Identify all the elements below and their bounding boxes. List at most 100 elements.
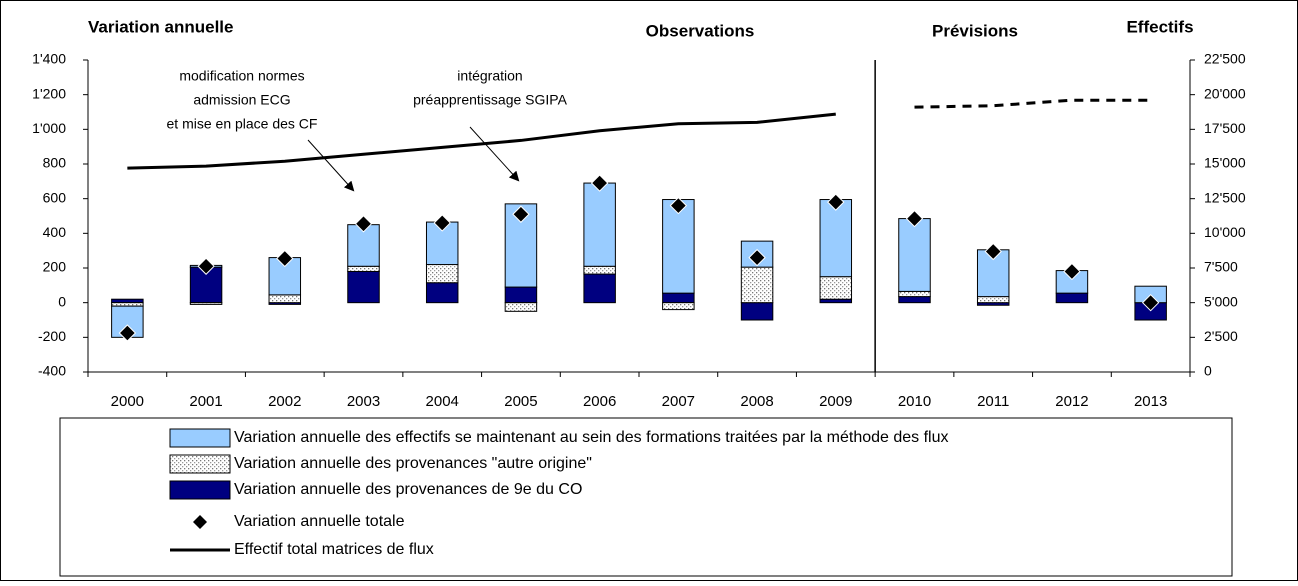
y2-tick-label: 7'500 bbox=[1204, 259, 1238, 275]
bar-segment bbox=[898, 296, 931, 304]
bar-segment bbox=[268, 257, 302, 296]
legend-label: Variation annuelle des effectifs se main… bbox=[234, 429, 949, 446]
section-label: Observations bbox=[646, 21, 755, 40]
bar-segment bbox=[189, 266, 223, 304]
left-header: Variation annuelle bbox=[88, 17, 234, 36]
x-tick-label: 2009 bbox=[819, 393, 852, 410]
x-tick-label: 2003 bbox=[347, 393, 380, 410]
diamond-marker bbox=[354, 215, 373, 233]
legend-label: Variation annuelle des provenances "autr… bbox=[234, 455, 592, 472]
y-tick-label: -200 bbox=[38, 328, 66, 344]
y2-tick-label: 20'000 bbox=[1204, 85, 1246, 101]
annotation: préapprentissage SGIPA bbox=[413, 92, 567, 108]
diamond-marker bbox=[433, 214, 451, 232]
y-tick-label: 600 bbox=[43, 189, 67, 205]
diamond-marker bbox=[118, 324, 137, 342]
bar-segment bbox=[976, 296, 1010, 304]
bar-segment bbox=[898, 218, 931, 292]
legend-swatch bbox=[193, 515, 207, 529]
y-tick-label: 800 bbox=[43, 155, 67, 171]
y2-tick-label: 0 bbox=[1204, 363, 1212, 379]
y-tick-label: -400 bbox=[38, 363, 66, 379]
legend-swatch bbox=[169, 480, 231, 500]
line-forecast bbox=[914, 98, 1151, 109]
x-tick-label: 2007 bbox=[662, 393, 695, 410]
x-tick-label: 2005 bbox=[504, 393, 537, 410]
y2-tick-label: 5'000 bbox=[1204, 293, 1238, 309]
bar-segment bbox=[504, 302, 538, 312]
diamond-marker bbox=[590, 174, 609, 192]
legend-label: Variation annuelle des provenances de 9e… bbox=[234, 481, 582, 498]
diamond-marker bbox=[1063, 262, 1081, 281]
x-tick-label: 2004 bbox=[426, 393, 459, 410]
legend-swatch bbox=[169, 454, 231, 474]
line-observed bbox=[127, 112, 836, 170]
legend-box bbox=[59, 417, 1233, 577]
bar-segment bbox=[111, 298, 144, 304]
bar-segment bbox=[662, 292, 695, 304]
y-tick-label: 0 bbox=[58, 293, 66, 309]
y2-tick-label: 15'000 bbox=[1204, 155, 1246, 171]
bar-segment bbox=[662, 199, 695, 294]
bar-segment bbox=[819, 298, 853, 304]
bar-segment bbox=[583, 273, 616, 304]
diamond-marker bbox=[748, 248, 766, 267]
bar-segment bbox=[1055, 292, 1089, 304]
x-tick-label: 2000 bbox=[111, 393, 144, 410]
legend-swatch bbox=[169, 428, 231, 448]
y-tick-label: 400 bbox=[43, 224, 67, 240]
bar-segment bbox=[740, 266, 774, 304]
bar-segment bbox=[347, 270, 380, 304]
bar-segment bbox=[583, 182, 616, 267]
right-header: Effectifs bbox=[1126, 17, 1193, 36]
bar-segment bbox=[662, 302, 695, 311]
y-tick-label: 1'000 bbox=[32, 120, 66, 136]
bar-segment bbox=[976, 249, 1010, 298]
bar-segment bbox=[819, 199, 853, 278]
diamond-marker bbox=[827, 193, 845, 211]
x-tick-label: 2011 bbox=[977, 393, 1009, 410]
x-tick-label: 2008 bbox=[740, 393, 773, 410]
y-tick-label: 1'400 bbox=[32, 51, 66, 67]
bar-segment bbox=[425, 264, 459, 284]
bar-segment bbox=[111, 302, 144, 307]
bar-segment bbox=[347, 265, 380, 272]
y2-tick-label: 17'500 bbox=[1204, 120, 1246, 136]
y-tick-label: 200 bbox=[43, 259, 67, 275]
diamond-marker bbox=[905, 209, 924, 228]
y2-tick-label: 22'500 bbox=[1204, 51, 1246, 67]
bar-segment bbox=[898, 290, 931, 298]
y2-tick-label: 2'500 bbox=[1204, 328, 1238, 344]
x-tick-label: 2013 bbox=[1134, 393, 1167, 410]
bar-segment bbox=[504, 286, 538, 304]
legend-label: Variation annuelle totale bbox=[234, 513, 405, 530]
x-tick-label: 2002 bbox=[268, 393, 301, 410]
legend-label: Effectif total matrices de flux bbox=[234, 541, 434, 558]
bar-segment bbox=[425, 282, 459, 304]
x-tick-label: 2010 bbox=[898, 393, 931, 410]
diamond-marker bbox=[276, 249, 294, 268]
annotation: et mise en place des CF bbox=[167, 116, 318, 132]
diamond-marker bbox=[984, 242, 1002, 261]
annotation: intégration bbox=[457, 68, 522, 84]
bar-segment bbox=[583, 265, 616, 275]
annotation: modification normes bbox=[179, 68, 304, 84]
diamond-marker bbox=[512, 205, 530, 223]
bar-segment bbox=[740, 302, 774, 321]
annotation: admission ECG bbox=[193, 92, 290, 108]
y-tick-label: 1'200 bbox=[32, 85, 66, 101]
x-tick-label: 2001 bbox=[189, 393, 222, 410]
bar-segment bbox=[189, 302, 223, 305]
x-tick-label: 2006 bbox=[583, 393, 616, 410]
diamond-marker bbox=[197, 257, 215, 275]
section-label: Prévisions bbox=[932, 21, 1018, 40]
bar-segment bbox=[268, 294, 302, 304]
diamond-marker bbox=[1141, 293, 1160, 312]
annotation-arrow bbox=[307, 139, 355, 192]
diamond-marker bbox=[669, 196, 688, 215]
bar-segment bbox=[819, 276, 853, 300]
x-tick-label: 2012 bbox=[1055, 393, 1088, 410]
y2-tick-label: 12'500 bbox=[1204, 189, 1246, 205]
y2-tick-label: 10'000 bbox=[1204, 224, 1246, 240]
